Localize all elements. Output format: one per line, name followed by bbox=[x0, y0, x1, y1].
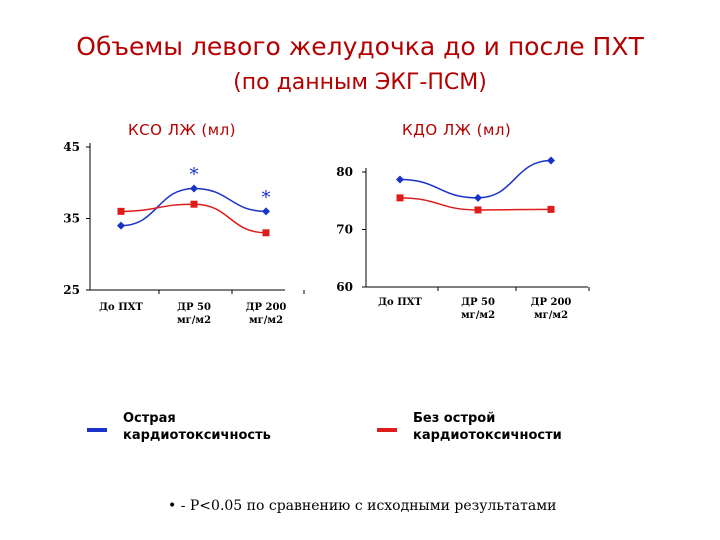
data-point-chart-1-1 bbox=[474, 206, 482, 214]
x-category-label-chart-1: ДР 50 bbox=[461, 297, 495, 308]
x-category-label-chart-0: мг/м2 bbox=[177, 315, 211, 326]
data-point-chart-0-0 bbox=[262, 207, 270, 216]
legend-label-red: Без острой кардиотоксичности bbox=[413, 410, 562, 444]
significance-marker: * bbox=[262, 187, 271, 208]
y-tick-label-chart-1: 70 bbox=[336, 223, 353, 237]
data-point-chart-0-1 bbox=[262, 229, 270, 237]
data-point-chart-0-0 bbox=[190, 184, 198, 193]
x-category-label-chart-1: мг/м2 bbox=[461, 310, 495, 321]
x-category-label-chart-0: ДР 50 bbox=[177, 302, 211, 313]
significance-marker: * bbox=[190, 164, 199, 185]
slide-subtitle: (по данным ЭКГ-ПСМ) bbox=[233, 70, 487, 95]
data-point-chart-0-1 bbox=[117, 207, 125, 215]
data-point-chart-0-0 bbox=[117, 221, 125, 230]
chart-title-kso: КСО ЛЖ (мл) bbox=[128, 121, 237, 139]
x-category-label-chart-1: До ПХТ bbox=[378, 297, 422, 308]
y-tick-label-chart-0: 45 bbox=[63, 140, 80, 154]
series-line-chart-0-1 bbox=[120, 203, 267, 234]
y-tick-label-chart-0: 35 bbox=[63, 212, 80, 226]
legend-label-blue-line1: Острая bbox=[123, 411, 176, 426]
data-point-chart-1-0 bbox=[474, 193, 482, 202]
x-category-label-chart-0: мг/м2 bbox=[249, 315, 283, 326]
legend-label-red-line1: Без острой bbox=[413, 411, 496, 426]
footnote: • - P<0.05 по сравнению с исходными резу… bbox=[168, 498, 557, 514]
y-tick-label-chart-1: 80 bbox=[336, 165, 353, 179]
data-point-chart-0-1 bbox=[190, 200, 198, 208]
legend-swatch-blue bbox=[87, 428, 107, 432]
data-point-chart-1-1 bbox=[547, 205, 555, 213]
data-point-chart-1-0 bbox=[547, 156, 555, 165]
chart-title-kdo: КДО ЛЖ (мл) bbox=[402, 121, 512, 139]
legend-label-red-line2: кардиотоксичности bbox=[413, 428, 562, 443]
legend-label-blue: Острая кардиотоксичность bbox=[123, 410, 271, 444]
legend-swatch-red bbox=[377, 428, 397, 432]
slide-title: Объемы левого желудочка до и после ПХТ bbox=[76, 32, 644, 61]
data-point-chart-1-1 bbox=[396, 194, 404, 202]
series-line-chart-1-0 bbox=[399, 159, 552, 199]
x-category-label-chart-1: ДР 200 bbox=[531, 297, 572, 308]
x-category-label-chart-0: До ПХТ bbox=[99, 302, 143, 313]
data-point-chart-1-0 bbox=[396, 175, 404, 184]
y-tick-label-chart-1: 60 bbox=[336, 280, 353, 294]
x-category-label-chart-0: ДР 200 bbox=[246, 302, 287, 313]
x-category-label-chart-1: мг/м2 bbox=[534, 310, 568, 321]
legend-label-blue-line2: кардиотоксичность bbox=[123, 428, 271, 443]
y-tick-label-chart-0: 25 bbox=[63, 283, 80, 297]
